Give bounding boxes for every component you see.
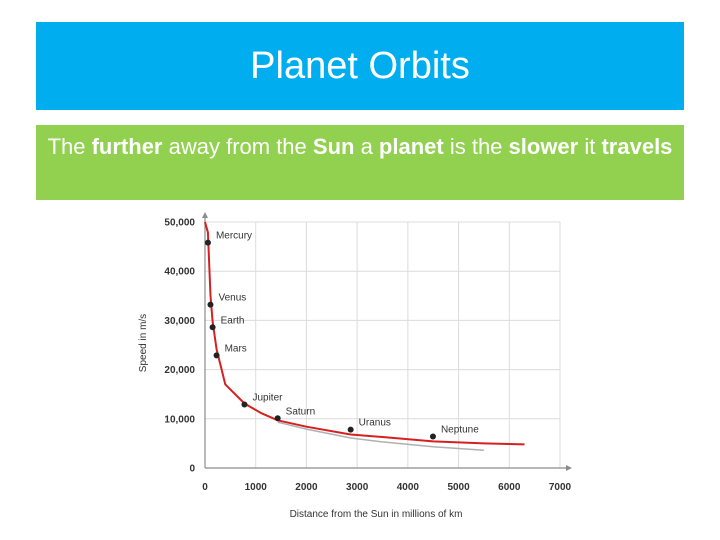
- y-axis-label: Speed in m/s: [138, 314, 149, 372]
- subtitle-part: slower: [508, 134, 579, 159]
- speed-curve: [204, 221, 525, 446]
- x-tick-label: 1000: [245, 482, 268, 493]
- subtitle-part: Sun: [312, 134, 355, 159]
- x-tick-label: 2000: [295, 482, 318, 493]
- y-tick-label: 30,000: [164, 316, 195, 327]
- y-tick-label: 0: [189, 464, 195, 475]
- subtitle-box: The further away from the Sun a planet i…: [36, 125, 684, 200]
- point-mercury: [204, 239, 211, 246]
- point-earth: [209, 324, 216, 331]
- chart-axes: [202, 212, 572, 471]
- subtitle-part: planet: [378, 134, 444, 159]
- subtitle-part: further: [91, 134, 163, 159]
- point-label-mercury: Mercury: [216, 231, 252, 242]
- slide-title: Planet Orbits: [250, 44, 470, 87]
- subtitle-part: travels: [601, 134, 673, 159]
- x-axis-label: Distance from the Sun in millions of km: [290, 509, 463, 520]
- chart-grid: [205, 221, 561, 468]
- subtitle-part: it: [578, 134, 602, 159]
- x-tick-label: 0: [202, 482, 208, 493]
- point-label-mars: Mars: [225, 343, 247, 354]
- x-tick-label: 3000: [346, 482, 369, 493]
- title-bar: Planet Orbits: [36, 22, 684, 110]
- point-label-jupiter: Jupiter: [252, 393, 283, 404]
- point-jupiter: [241, 401, 248, 408]
- y-tick-label: 10,000: [164, 414, 195, 425]
- x-tick-label: 4000: [397, 482, 420, 493]
- subtitle-part: away from the: [162, 134, 313, 159]
- subtitle-part: The: [47, 134, 92, 159]
- point-neptune: [429, 433, 436, 440]
- point-label-earth: Earth: [221, 315, 245, 326]
- point-uranus: [347, 426, 354, 433]
- x-axis-arrow: [566, 465, 572, 471]
- y-tick-label: 40,000: [164, 267, 195, 278]
- y-tick-label: 20,000: [164, 365, 195, 376]
- chart-curves: [204, 221, 525, 452]
- point-label-uranus: Uranus: [359, 418, 391, 429]
- reference-curve: [277, 421, 484, 452]
- speed-distance-chart: 0 1000 2000 3000 4000 5000 6000 7000 0 10,000 20,0…: [138, 212, 572, 520]
- y-axis-arrow: [202, 212, 208, 218]
- point-label-saturn: Saturn: [286, 406, 315, 417]
- point-label-venus: Venus: [218, 293, 246, 304]
- chart-tick-labels: 0 1000 2000 3000 4000 5000 6000 7000 0 10,000 20,0…: [164, 218, 571, 494]
- x-tick-label: 6000: [498, 482, 521, 493]
- point-venus: [207, 301, 214, 308]
- subtitle-part: a: [354, 134, 379, 159]
- x-tick-label: 5000: [447, 482, 470, 493]
- y-tick-label: 50,000: [164, 218, 195, 229]
- x-tick-label: 7000: [549, 482, 572, 493]
- point-mars: [213, 352, 220, 359]
- subtitle-part: is the: [443, 134, 509, 159]
- point-label-neptune: Neptune: [441, 425, 479, 436]
- point-saturn: [274, 415, 281, 422]
